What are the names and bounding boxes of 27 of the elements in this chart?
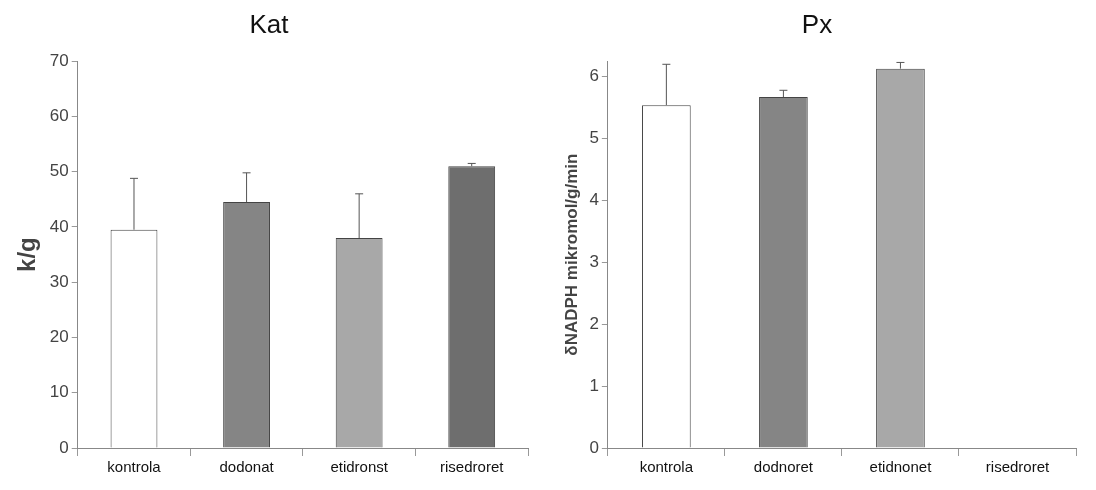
x-tick-label: dodonat — [219, 458, 275, 476]
y-tick-label: 10 — [49, 382, 69, 402]
y-tick-label: 6 — [589, 66, 599, 86]
x-tick-label: etidronst — [330, 458, 389, 476]
y-tick-label: 20 — [49, 327, 69, 347]
y-axis-title: δNADPH mikromol/g/min — [561, 153, 581, 356]
y-tick-label: 5 — [589, 128, 599, 148]
chart-title: Kat — [249, 8, 290, 39]
y-tick-label: 60 — [49, 106, 69, 126]
y-tick-label: 4 — [589, 190, 599, 210]
x-tick-label: etidnonet — [869, 458, 933, 476]
y-tick-label: 1 — [589, 375, 599, 395]
y-tick-label: 50 — [49, 161, 69, 181]
y-tick-label: 3 — [589, 252, 599, 272]
y-tick-label: 0 — [59, 437, 69, 457]
chart-title: Px — [801, 8, 833, 39]
x-tick-label: risedroret — [985, 458, 1050, 476]
x-tick-label: dodnoret — [753, 458, 814, 476]
y-axis-title: k/g — [13, 237, 41, 272]
x-tick-label: risedroret — [440, 458, 505, 476]
y-tick-label: 40 — [49, 216, 69, 236]
y-tick-label: 0 — [589, 437, 599, 457]
y-tick-label: 70 — [49, 50, 69, 70]
y-tick-label: 2 — [589, 313, 599, 333]
y-tick-label: 30 — [49, 271, 69, 291]
x-tick-label: kontrola — [107, 458, 162, 476]
x-tick-label: kontrola — [639, 458, 694, 476]
